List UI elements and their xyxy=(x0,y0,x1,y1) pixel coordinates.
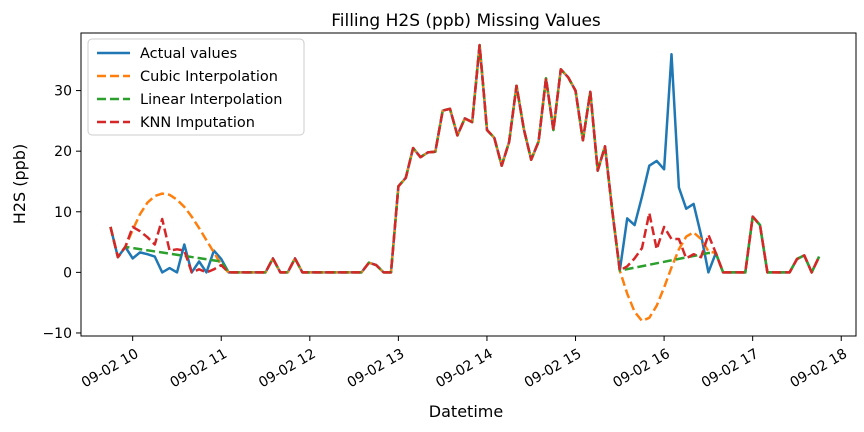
y-tick-label-1: 0 xyxy=(63,265,72,281)
legend-box xyxy=(87,38,305,136)
y-tick-label-4: 30 xyxy=(54,84,72,100)
chart-title: Filling H2S (ppb) Missing Values xyxy=(331,11,601,31)
y-tick-label-2: 10 xyxy=(54,205,72,221)
y-tick-label-0: −10 xyxy=(42,326,72,342)
y-tick-label-3: 20 xyxy=(54,144,72,160)
y-axis: −10 0 10 20 30 xyxy=(42,84,81,342)
series-line-cubic-interpolation xyxy=(109,43,821,323)
plot-area xyxy=(80,32,857,337)
legend-label-1: Cubic Interpolation xyxy=(140,69,278,85)
legend-label-0: Actual values xyxy=(140,46,237,62)
series-layer xyxy=(109,43,821,323)
x-axis-label: Datetime xyxy=(429,402,503,421)
legend: Actual values Cubic Interpolation Linear I… xyxy=(87,38,305,136)
legend-label-2: Linear Interpolation xyxy=(140,92,282,108)
plot-frame xyxy=(80,32,857,337)
y-axis-label: H2S (ppb) xyxy=(10,144,29,224)
legend-label-3: KNN Imputation xyxy=(140,115,255,131)
series-line-knn-imputation xyxy=(109,43,821,274)
